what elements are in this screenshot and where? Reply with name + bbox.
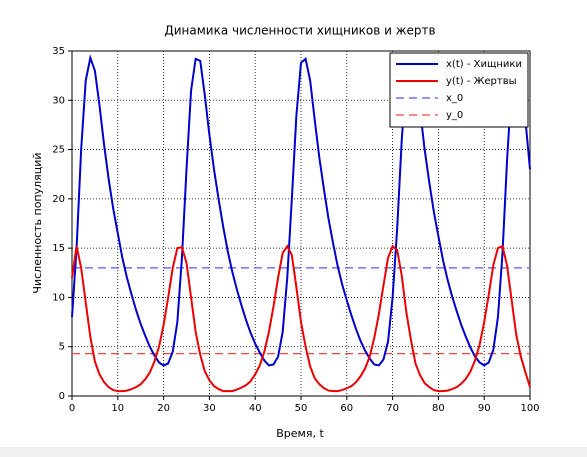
x-tick-label: 100 — [520, 403, 539, 414]
series-line — [71, 53, 531, 367]
x-tick-label: 0 — [69, 403, 75, 414]
y-axis-label: Численность популяций — [31, 152, 44, 293]
x-tick-label: 80 — [432, 403, 445, 414]
x-tick-label: 60 — [340, 403, 353, 414]
y-tick-label: 35 — [52, 46, 65, 57]
legend-label: y_0 — [446, 110, 463, 121]
series-line — [71, 244, 531, 393]
plot-frame — [71, 50, 531, 397]
chart-title: Динамика численности хищников и жертв — [164, 24, 435, 38]
x-tick-label: 10 — [111, 403, 124, 414]
x-tick-label: 20 — [157, 403, 170, 414]
x-axis-label: Время, t — [276, 427, 324, 440]
y-tick-label: 20 — [52, 194, 65, 205]
legend-label: x_0 — [446, 93, 463, 104]
y-tick-label: 10 — [52, 292, 65, 303]
y-tick-label: 30 — [52, 95, 65, 106]
x-tick-label: 50 — [295, 403, 308, 414]
legend-label: x(t) - Хищники — [446, 59, 522, 70]
x-tick-label: 40 — [249, 403, 262, 414]
legend-label: y(t) - Жертвы — [446, 76, 517, 87]
y-tick-label: 25 — [52, 145, 65, 156]
y-tick-label: 5 — [59, 342, 65, 353]
y-tick-label: 0 — [59, 391, 65, 402]
bottom-strip — [0, 447, 587, 457]
x-tick-label: 90 — [478, 403, 491, 414]
y-tick-label: 15 — [52, 243, 65, 254]
x-tick-label: 30 — [203, 403, 216, 414]
x-tick-label: 70 — [386, 403, 399, 414]
